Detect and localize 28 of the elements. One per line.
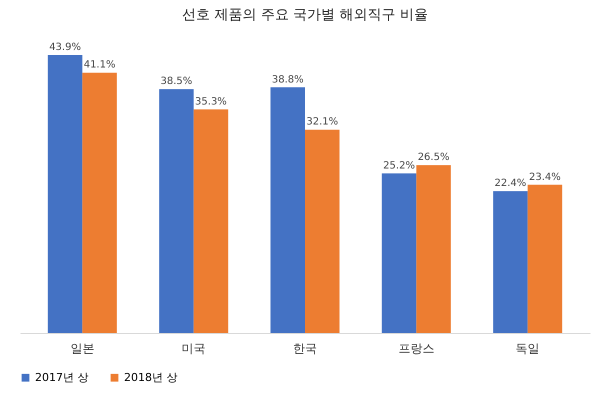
data-label: 43.9% xyxy=(49,42,81,53)
bar xyxy=(305,130,340,333)
legend-label: 2018년 상 xyxy=(124,370,178,384)
bar xyxy=(270,87,305,333)
bar xyxy=(416,165,451,333)
chart-title: 선호 제품의 주요 국가별 해외직구 비율 xyxy=(182,6,428,23)
bar xyxy=(82,72,117,333)
data-label: 35.3% xyxy=(195,96,227,108)
data-label: 25.2% xyxy=(383,160,415,172)
data-label: 23.4% xyxy=(529,172,561,183)
bar xyxy=(528,184,562,333)
bar xyxy=(194,109,228,333)
data-label: 26.5% xyxy=(418,152,450,164)
x-tick-label: 미국 xyxy=(182,342,206,356)
x-tick-label: 일본 xyxy=(70,342,94,356)
data-label: 32.1% xyxy=(306,116,338,128)
bar xyxy=(48,54,82,333)
data-label: 38.5% xyxy=(160,76,192,88)
bar xyxy=(493,191,528,333)
legend-label: 2017년 상 xyxy=(35,370,88,384)
bar xyxy=(159,89,194,333)
data-label: 38.8% xyxy=(272,74,304,86)
x-tick-label: 프랑스 xyxy=(398,342,434,356)
bar xyxy=(382,173,416,333)
x-tick-label: 독일 xyxy=(516,342,540,356)
x-tick-label: 한국 xyxy=(293,342,317,356)
data-label: 41.1% xyxy=(84,60,116,71)
data-label: 22.4% xyxy=(494,178,526,190)
